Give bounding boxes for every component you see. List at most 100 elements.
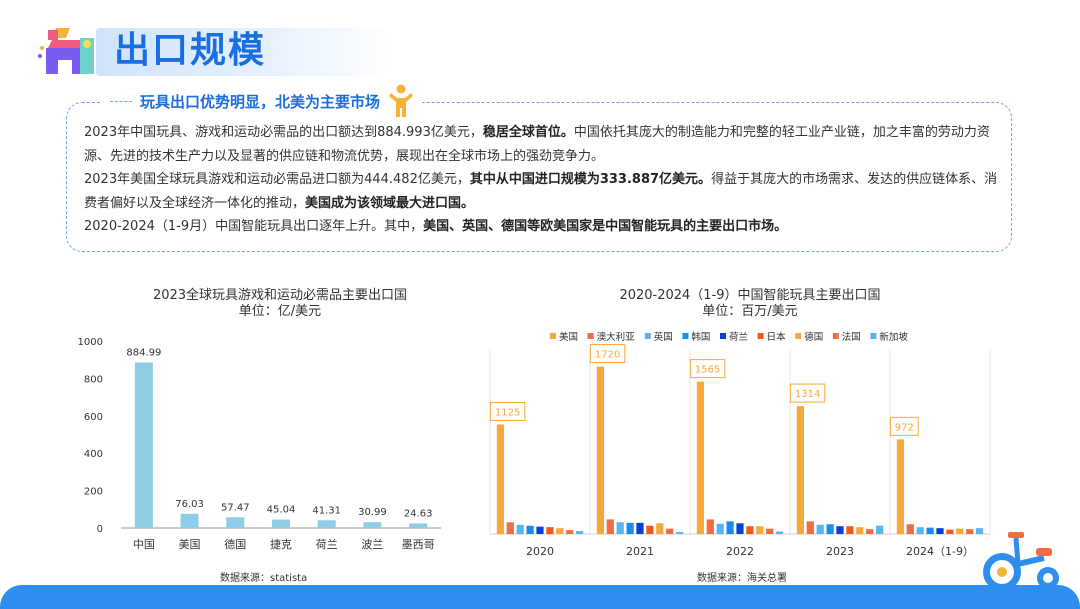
summary-heading: 玩具出口优势明显，北美为主要市场 xyxy=(102,84,423,117)
data-label-box xyxy=(789,383,826,403)
bar xyxy=(363,522,382,528)
data-label: 30.99 xyxy=(358,507,387,518)
bar xyxy=(676,532,684,534)
summary-run: 2020-2024（1-9月）中国智能玩具出口逐年上升。其中， xyxy=(84,219,424,234)
legend-swatch xyxy=(682,333,689,339)
page-header: 出口规模 xyxy=(36,22,396,80)
x-tick-label: 2020 xyxy=(526,545,554,558)
data-label: 884.99 xyxy=(126,348,161,359)
summary-run: 2023年美国全球玩具游戏和运动必需品进口额为444.482亿美元， xyxy=(84,172,470,187)
legend-swatch xyxy=(550,333,556,339)
bar xyxy=(976,528,984,534)
bar xyxy=(566,530,574,534)
x-tick-label: 2021 xyxy=(626,545,654,558)
y-tick-label: 800 xyxy=(84,374,103,385)
legend-swatch xyxy=(832,333,839,339)
legend-label: 澳大利亚 xyxy=(597,331,636,343)
left-chart-unit: 单位：亿/美元 xyxy=(238,304,322,319)
y-tick-label: 1000 xyxy=(78,337,103,348)
bar xyxy=(506,522,514,534)
left-chart-title: 2023全球玩具游戏和运动必需品主要出口国 xyxy=(152,288,408,303)
x-tick-label: 2022 xyxy=(726,545,754,558)
bar xyxy=(706,519,714,534)
bar xyxy=(846,526,854,534)
bar xyxy=(836,526,844,534)
bar xyxy=(856,527,864,534)
legend-label: 新加坡 xyxy=(879,331,908,343)
left-chart-source: 数据来源：statista xyxy=(220,573,308,584)
data-label: 57.47 xyxy=(221,502,250,513)
bar xyxy=(596,366,604,534)
bar xyxy=(696,381,704,534)
data-label-box xyxy=(689,359,726,379)
right-chart-unit: 单位：百万/美元 xyxy=(702,304,798,319)
data-label: 24.63 xyxy=(404,508,433,519)
bar xyxy=(946,529,954,534)
footer-band xyxy=(0,585,1080,609)
data-label: 45.04 xyxy=(267,505,296,516)
building-blocks-icon xyxy=(38,28,94,74)
bar xyxy=(966,529,974,534)
data-label-box xyxy=(489,401,526,421)
bar xyxy=(616,522,624,534)
x-tick-label: 2023 xyxy=(826,545,854,558)
bar xyxy=(409,523,428,528)
bar xyxy=(756,526,764,534)
left-bar-chart: 0 200 400 600 800 1000 884.99 中国 76.03 美国 57.47 德国 4… xyxy=(78,337,441,551)
legend-label: 荷兰 xyxy=(729,331,748,343)
bar xyxy=(180,513,199,528)
summary-run: 2023年中国玩具、游戏和运动必需品的出口额达到884.993亿美元， xyxy=(84,125,483,140)
tricycle-icon xyxy=(983,532,1059,591)
x-tick-label: 墨西哥 xyxy=(402,538,435,551)
bar xyxy=(876,525,884,534)
bar xyxy=(926,527,934,534)
data-label: 76.03 xyxy=(175,499,204,510)
data-label: 972 xyxy=(895,422,914,433)
y-tick-label: 200 xyxy=(84,487,103,498)
bar xyxy=(796,406,804,534)
data-label: 1565 xyxy=(695,365,720,376)
bar xyxy=(726,521,734,534)
bar xyxy=(646,525,654,534)
bar xyxy=(766,528,774,534)
data-label: 1314 xyxy=(795,389,820,400)
bar xyxy=(936,528,944,534)
legend-label: 美国 xyxy=(559,331,578,343)
legend-label: 韩国 xyxy=(691,331,710,343)
bar xyxy=(906,524,914,534)
legend-label: 法国 xyxy=(842,331,861,343)
bar xyxy=(556,528,564,534)
child-figure-icon xyxy=(389,84,414,117)
right-grouped-bar-chart: 美国 澳大利亚 英国 韩国 荷兰 日本 德国 法国 新加坡 1125 2020 1720 2021 156… xyxy=(489,331,991,558)
header-band xyxy=(96,28,396,76)
data-label-box xyxy=(589,344,626,364)
bar xyxy=(916,527,924,534)
legend-swatch xyxy=(870,333,877,339)
right-chart-source: 数据来源：海关总署 xyxy=(697,573,787,584)
bar xyxy=(496,424,504,534)
bar xyxy=(226,517,245,528)
right-chart-title: 2020-2024（1-9）中国智能玩具主要出口国 xyxy=(619,288,881,303)
legend-swatch xyxy=(795,333,802,339)
x-tick-label: 波兰 xyxy=(361,538,383,551)
bar xyxy=(776,531,784,534)
data-label-box xyxy=(889,416,919,436)
summary-emphasis: 美国成为该领域最大进口国。 xyxy=(305,195,475,211)
summary-paragraph: 2020-2024（1-9月）中国智能玩具出口逐年上升。其中，美国、英国、德国等… xyxy=(84,215,1004,239)
legend-label: 日本 xyxy=(767,331,787,343)
summary-heading-text: 玩具出口优势明显，北美为主要市场 xyxy=(140,92,381,111)
bar xyxy=(716,523,724,534)
y-tick-label: 400 xyxy=(84,449,103,460)
page-title: 出口规模 xyxy=(114,30,267,71)
summary-run: 得益于其庞大的市场需求、发达的供应链体系、消费者偏好以及全球经济一体化的推动， xyxy=(84,172,998,211)
x-tick-label: 荷兰 xyxy=(316,538,338,551)
bar xyxy=(666,528,674,534)
summary-run: 中国依托其庞大的制造能力和完整的轻工业产业链，加之丰富的劳动力资源、先进的技术生… xyxy=(84,125,990,164)
bar xyxy=(746,526,754,534)
bar xyxy=(956,528,964,534)
legend-swatch xyxy=(644,333,651,339)
summary-text: 2023年中国玩具、游戏和运动必需品的出口额达到884.993亿美元，稳居全球首… xyxy=(84,121,1004,239)
bar xyxy=(636,522,644,534)
bar xyxy=(536,526,544,534)
summary-emphasis: 稳居全球首位。 xyxy=(482,125,574,140)
